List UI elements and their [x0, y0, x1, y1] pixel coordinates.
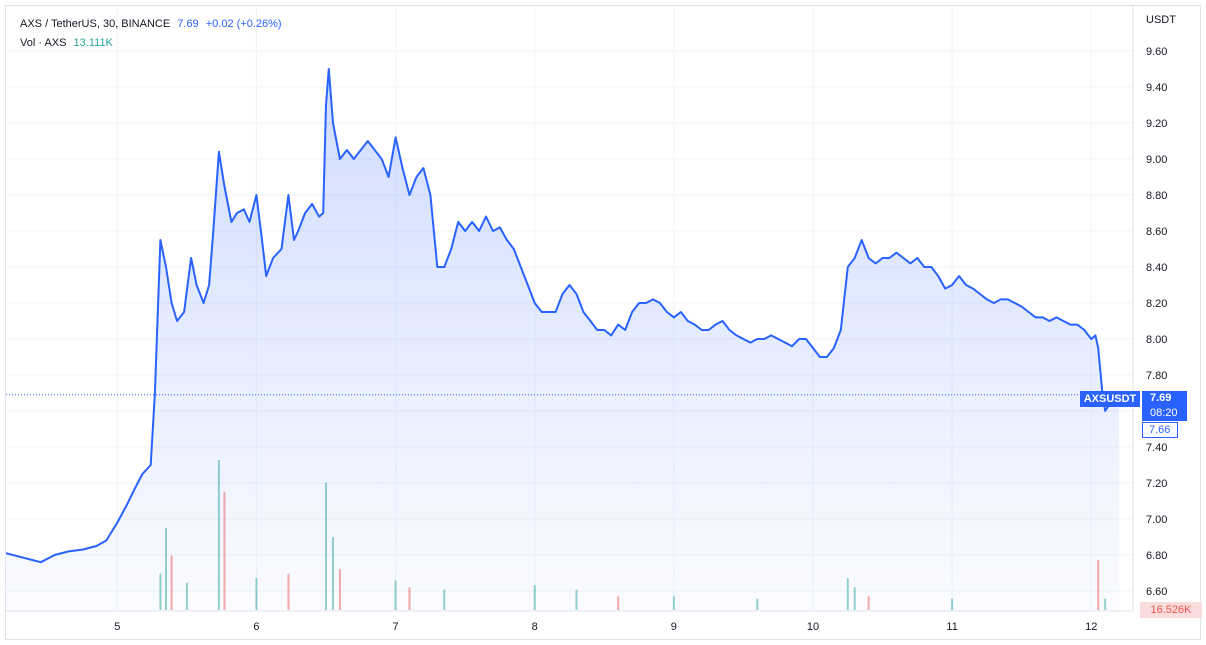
volume-badge: 16.526K [1140, 602, 1202, 618]
price-line [6, 68, 1120, 564]
time-tick-label: 11 [946, 621, 957, 633]
volume-label: Vol · AXS [20, 37, 67, 49]
price-tick-label: 8.20 [1146, 298, 1167, 310]
price-tick-label: 7.00 [1146, 514, 1167, 526]
price-axis[interactable]: USDT 9.60 9.40 9.20 9.00 8.80 8.60 8.40 8.20 8.00… [1132, 6, 1176, 611]
symbol-badge: AXSUSDT [1080, 391, 1140, 407]
time-tick-label: 7 [393, 621, 399, 633]
price-tick-label: 8.80 [1146, 190, 1167, 202]
last-price-badge: 7.69 08:20 [1142, 391, 1187, 421]
price-tick-label: 9.60 [1146, 46, 1167, 58]
time-tick-label: 12 [1085, 621, 1097, 633]
time-tick-label: 8 [532, 621, 538, 633]
time-axis[interactable]: 5 6 7 8 9 10 11 12 [6, 610, 1133, 633]
price-tick-label: 9.20 [1146, 118, 1167, 130]
bar-countdown: 08:20 [1150, 407, 1178, 419]
price-tick-label: 8.00 [1146, 334, 1167, 346]
price-tick-label: 9.00 [1146, 154, 1167, 166]
price-area-fill [6, 69, 1120, 611]
price-tick-label: 8.60 [1146, 226, 1167, 238]
price-tick-label: 7.20 [1146, 478, 1167, 490]
price-tick-label: 6.80 [1146, 550, 1167, 562]
price-area [6, 68, 1120, 611]
price-chart[interactable]: USDT 9.60 9.40 9.20 9.00 8.80 8.60 8.40 8.20 8.00… [6, 6, 1202, 641]
price-tick-label: 8.40 [1146, 262, 1167, 274]
legend-change: +0.02 (+0.26%) [205, 18, 282, 30]
symbol-title[interactable]: AXS / TetherUS, 30, BINANCE [20, 18, 171, 30]
volume-value: 13.111K [73, 37, 113, 49]
last-price-value: 7.69 [1150, 392, 1172, 404]
price-tick-label: 7.80 [1146, 370, 1167, 382]
low-price-badge: 7.66 [1142, 422, 1178, 438]
price-axis-unit: USDT [1146, 14, 1176, 26]
price-tick-label: 7.40 [1146, 442, 1167, 454]
time-tick-label: 9 [671, 621, 677, 633]
volume-legend[interactable]: Vol · AXS 13.111K [20, 37, 113, 49]
time-tick-label: 10 [807, 621, 819, 633]
symbol-legend[interactable]: AXS / TetherUS, 30, BINANCE 7.69 +0.02 (… [20, 18, 282, 30]
chart-frame: USDT 9.60 9.40 9.20 9.00 8.80 8.60 8.40 8.20 8.00… [5, 5, 1202, 641]
time-tick-label: 5 [114, 621, 120, 633]
legend-price: 7.69 [177, 18, 199, 30]
price-tick-label: 9.40 [1146, 82, 1167, 94]
price-tick-label: 6.60 [1146, 586, 1167, 598]
time-tick-label: 6 [253, 621, 259, 633]
